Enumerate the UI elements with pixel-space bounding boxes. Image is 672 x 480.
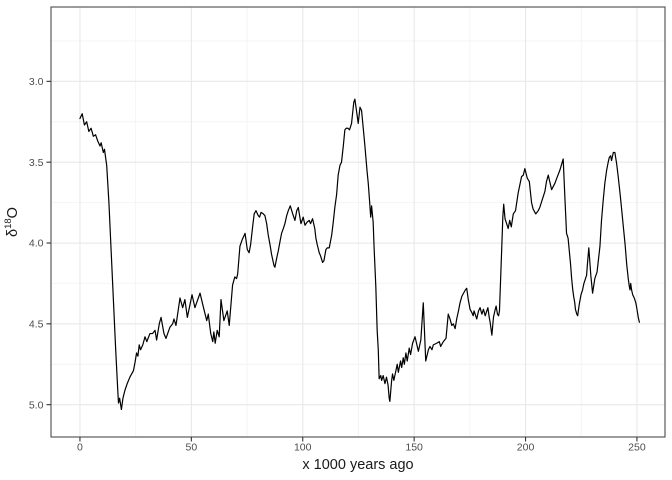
y-tick-label: 5.0 [29,399,44,411]
y-tick-label: 4.0 [29,238,44,250]
x-axis-title: x 1000 years ago [302,457,413,473]
y-axis-title-delta: δ [5,229,21,237]
panel-border-layer [50,6,666,438]
y-tick-label: 3.0 [29,76,44,88]
x-tick-label: 250 [628,442,646,454]
y-tick-label: 4.5 [29,318,44,330]
panel-border [50,6,666,438]
grid-minor-lines [51,7,665,437]
y-axis-title-superscript: 18 [3,218,14,229]
data-series-line [79,98,640,411]
x-tick-label: 50 [186,442,198,454]
x-tick-label: 150 [405,442,423,454]
grid-major-lines [51,7,665,437]
x-tick-label: 200 [517,442,535,454]
y-axis-title-o: O [5,207,21,218]
axis-tick-marks [46,80,638,442]
y-tick-label: 3.5 [29,157,44,169]
data-series-layer [79,98,640,411]
x-tick-label: 0 [77,442,83,454]
x-tick-label: 100 [294,442,312,454]
y-axis-title: δ18O [3,207,21,237]
x-axis-tick-labels: 0 50 100 150 200 250 [77,442,646,454]
y-axis-tick-labels: 3.0 3.5 4.0 4.5 5.0 [29,76,44,411]
